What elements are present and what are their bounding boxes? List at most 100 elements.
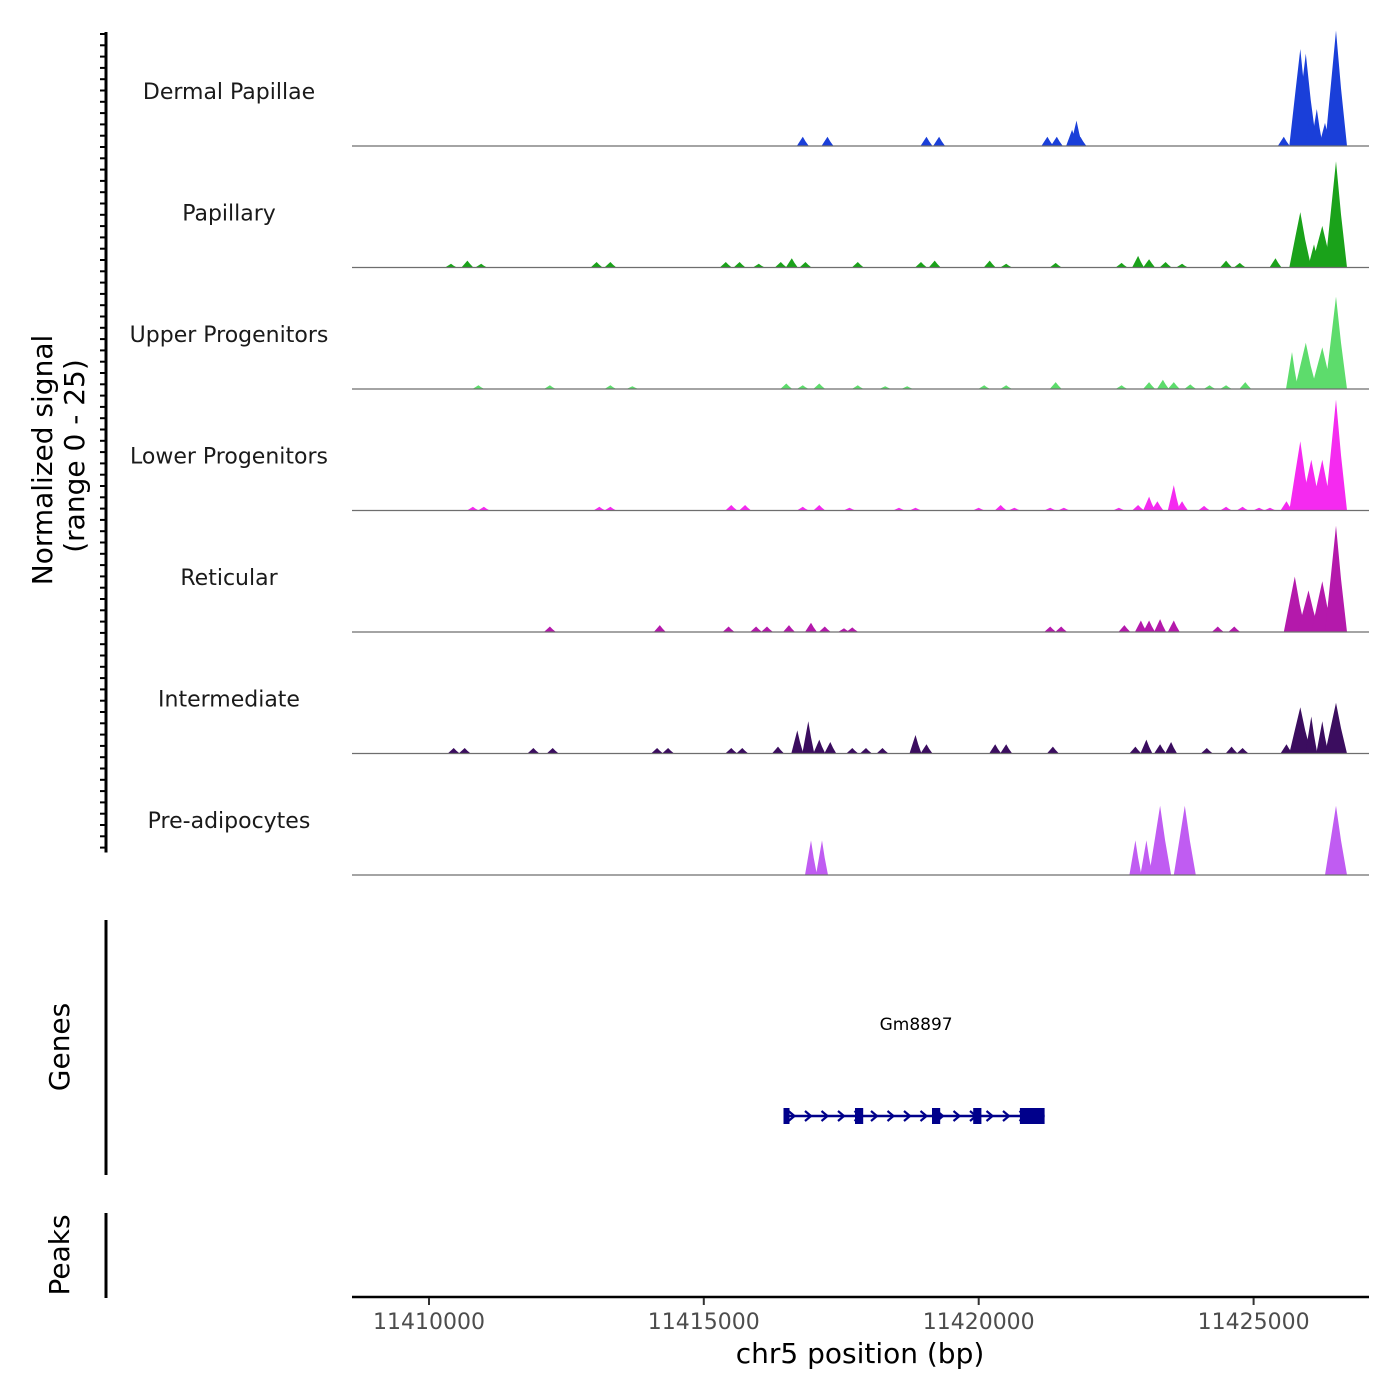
coverage-peak [458,748,471,754]
coverage-peak [1200,748,1213,754]
coverage-peak [1286,352,1298,389]
track-1: Papillary [182,161,1369,269]
coverage-peak [920,744,933,754]
y-axis-title-line1: Normalized signal [26,335,59,586]
coverage-peak [466,506,479,511]
coverage-peak [813,383,826,389]
coverage-peak [1132,255,1145,268]
coverage-peak [477,506,490,511]
y-axis-title-line2: (range 0 - 25) [58,359,91,553]
genes-track: Gm8897 [783,1015,1045,1124]
coverage-peak [860,748,872,754]
coverage-peak [1049,262,1062,268]
coverage-peak [1325,805,1347,875]
coverage-peak [1289,707,1312,754]
coverage-peak [1049,382,1062,389]
coverage-peak [816,840,828,875]
coverage-peak [1325,161,1347,268]
track-4: Reticular [180,525,1369,633]
coverage-peak [1225,746,1238,754]
coverage-peak [1149,805,1172,875]
coverage-peak [662,748,675,754]
coverage-peak [933,136,946,146]
gene-exon [973,1108,982,1124]
coverage-peak [1325,399,1347,511]
coverage-peak [750,626,763,632]
strand-arrow-icon [886,1110,896,1122]
coverage-peak [1156,379,1169,389]
coverage-peak [846,748,859,754]
coverage-peak [1118,625,1131,632]
coverage-peak [604,385,617,389]
coverage-peak [722,626,735,632]
track-label: Dermal Papillae [143,80,315,105]
strand-arrow-icon [820,1110,830,1122]
x-tick-label: 11420000 [923,1310,1035,1335]
coverage-peak [838,628,850,632]
coverage-peak [752,263,765,268]
strand-arrow-icon [952,1110,962,1122]
coverage-peak [928,260,941,268]
coverage-peak [1000,263,1013,268]
coverage-peak [725,505,738,511]
coverage-peak [915,262,927,268]
coverage-peak [1277,136,1290,146]
coverage-peak [1129,746,1142,754]
coverage-peak [796,136,809,146]
coverage-peak [774,262,787,268]
x-tick-label: 11410000 [373,1310,485,1335]
coverage-peak [1143,382,1156,389]
coverage-peak [1325,30,1347,146]
coverage-peak [527,748,540,754]
gene-exon [1019,1108,1045,1124]
coverage-peak [1253,507,1266,511]
coverage-peak [543,626,556,632]
track-2: Upper Progenitors [130,296,1369,390]
coverage-peak [1176,501,1189,511]
coverage-peak [1143,259,1156,268]
coverage-peak [1203,385,1216,389]
coverage-peak [1050,136,1063,146]
coverage-peak [1000,385,1013,389]
coverage-peak [1310,109,1323,146]
coverage-peak [796,385,809,389]
coverage-peak [1140,840,1153,875]
coverage-peak [783,625,795,632]
coverage-peak [1008,507,1021,511]
coverage-peak [1305,716,1318,754]
gene-exon [932,1108,941,1124]
coverage-peak [813,505,826,511]
coverage-peak [983,260,996,268]
coverage-peak [805,840,817,875]
coverage-peak [780,383,793,389]
coverage-peak [472,385,485,389]
strand-arrow-icon [919,1110,929,1122]
track-5: Intermediate [158,688,1369,755]
coverage-peak [805,622,817,632]
coverage-peak [1055,626,1068,632]
coverage-peak [546,748,559,754]
coverage-peak [821,136,834,146]
strand-arrow-icon [837,1110,846,1122]
coverage-peak [1184,384,1197,389]
x-tick-label: 11415000 [648,1310,760,1335]
coverage-peak [1074,136,1087,146]
track-label: Papillary [182,202,276,227]
coverage-peak [1233,262,1246,268]
coverage-peak [1236,748,1249,754]
strand-arrow-icon [787,1110,797,1122]
coverage-peak [626,386,639,389]
coverage-peak [972,507,985,511]
coverage-peak [1115,385,1128,389]
coverage-peak [1283,576,1306,632]
coverage-peak [893,507,905,511]
coverage-peak [725,748,738,754]
coverage-peak [1239,382,1252,389]
coverage-peak [1154,619,1167,632]
coverage-peak [1176,263,1189,268]
coverage-peak [590,262,603,268]
coverage-peak [1112,507,1125,511]
coverage-peak [1220,506,1233,511]
x-axis-title: chr5 position (bp) [736,1337,985,1370]
